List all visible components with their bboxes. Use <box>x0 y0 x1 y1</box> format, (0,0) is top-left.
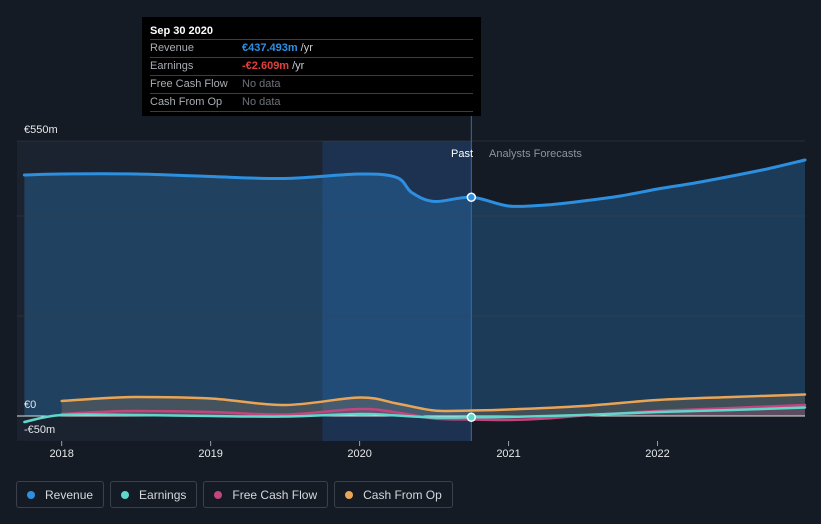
x-tick-label: 2020 <box>347 448 371 460</box>
tooltip-label: Revenue <box>150 42 195 54</box>
cash-from-op-line <box>60 393 807 413</box>
revenue-area <box>24 160 805 416</box>
y-tick-label: €0 <box>24 399 36 411</box>
legend-dot-icon <box>121 490 130 499</box>
x-tick-label: 2022 <box>645 448 669 460</box>
legend-label: Earnings <box>139 487 187 502</box>
forecast-label: Analysts Forecasts <box>489 148 582 160</box>
tooltip-row-revenue: Revenue €437.493m /yr <box>150 39 473 57</box>
legend-item-free-cash-flow[interactable]: Free Cash Flow <box>203 481 329 508</box>
tooltip-row-earnings: Earnings -€2.609m /yr <box>150 57 473 75</box>
legend-item-earnings[interactable]: Earnings <box>110 481 198 508</box>
y-tick-label: -€50m <box>24 424 55 436</box>
legend-label: Cash From Op <box>363 487 442 502</box>
tooltip-row-free-cash-flow: Free Cash Flow No data <box>150 75 473 93</box>
legend-label: Revenue <box>45 487 94 502</box>
x-tick-label: 2021 <box>496 448 520 460</box>
tooltip-label: Cash From Op <box>150 96 223 108</box>
cash-from-op-area <box>61 394 805 416</box>
legend-dot-icon <box>214 490 223 499</box>
earnings-line <box>23 406 807 424</box>
revenue-line <box>22 158 807 209</box>
legend-label: Free Cash Flow <box>232 487 318 502</box>
earnings-marker <box>466 412 477 423</box>
legend-item-cash-from-op[interactable]: Cash From Op <box>334 481 453 508</box>
x-tick-label: 2019 <box>198 448 222 460</box>
highlight-band <box>322 141 472 441</box>
tooltip-label: Earnings <box>150 60 194 72</box>
tooltip-unit: /yr <box>292 60 305 72</box>
past-label: Past <box>451 148 473 160</box>
tooltip-row-cash-from-op: Cash From Op No data <box>150 93 473 112</box>
tooltip-date: Sep 30 2020 <box>150 25 213 37</box>
legend: Revenue Earnings Free Cash Flow Cash Fro… <box>16 481 459 508</box>
y-tick-label: €550m <box>24 124 58 136</box>
legend-dot-icon <box>345 490 354 499</box>
tooltip-value: No data <box>242 96 281 108</box>
tooltip-label: Free Cash Flow <box>150 78 228 90</box>
legend-dot-icon <box>27 490 35 499</box>
tooltip-value: €437.493m <box>242 42 298 54</box>
legend-item-revenue[interactable]: Revenue <box>16 481 105 508</box>
tooltip-unit: /yr <box>300 42 313 54</box>
x-tick-label: 2018 <box>49 448 73 460</box>
tooltip-value: No data <box>242 78 281 90</box>
tooltip-value: -€2.609m <box>242 60 290 72</box>
revenue-marker <box>466 192 477 202</box>
tooltip: Sep 30 2020 Revenue €437.493m /yr Earnin… <box>142 17 481 116</box>
